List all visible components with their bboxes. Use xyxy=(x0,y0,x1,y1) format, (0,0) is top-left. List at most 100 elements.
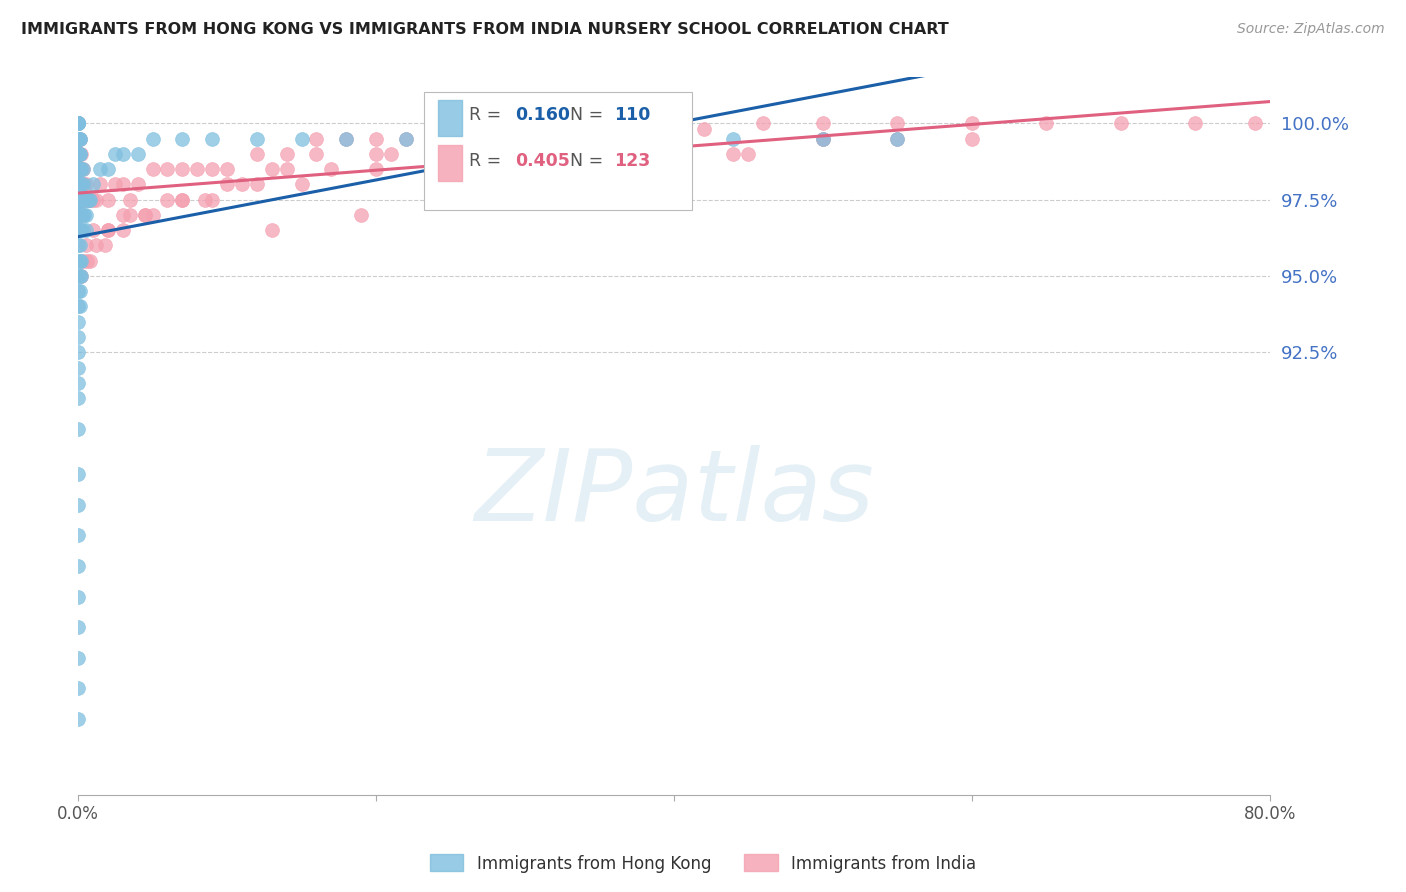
Point xyxy=(67,162,90,177)
Point xyxy=(67,193,90,207)
Text: Source: ZipAtlas.com: Source: ZipAtlas.com xyxy=(1237,22,1385,37)
Point xyxy=(633,122,655,136)
Point xyxy=(72,178,94,192)
FancyBboxPatch shape xyxy=(439,100,461,136)
Point xyxy=(75,208,97,222)
Point xyxy=(69,193,91,207)
Point xyxy=(811,131,834,145)
Point xyxy=(67,146,90,161)
Point xyxy=(67,162,90,177)
Point xyxy=(70,162,93,177)
Point xyxy=(335,131,357,145)
Point xyxy=(82,193,104,207)
Point xyxy=(67,559,90,574)
Point xyxy=(67,116,90,130)
Point xyxy=(260,162,283,177)
Point xyxy=(69,300,91,314)
Point xyxy=(811,131,834,145)
Point xyxy=(84,193,107,207)
Point xyxy=(72,193,94,207)
Point xyxy=(67,116,90,130)
Point xyxy=(246,178,269,192)
Point xyxy=(67,528,90,542)
Point xyxy=(89,178,111,192)
Point xyxy=(67,208,90,222)
Point xyxy=(142,162,165,177)
Point xyxy=(215,178,238,192)
Point xyxy=(69,146,91,161)
Point xyxy=(69,162,91,177)
Point xyxy=(439,131,461,145)
Point xyxy=(72,253,94,268)
Point xyxy=(67,116,90,130)
Point xyxy=(111,146,134,161)
Point xyxy=(67,422,90,436)
Point xyxy=(811,131,834,145)
Point xyxy=(67,116,90,130)
Point xyxy=(72,223,94,237)
Point xyxy=(752,116,775,130)
Point xyxy=(186,162,208,177)
Point xyxy=(67,116,90,130)
Point xyxy=(69,178,91,192)
Point xyxy=(201,162,224,177)
Point xyxy=(97,193,120,207)
Point xyxy=(513,131,536,145)
Point xyxy=(350,208,373,222)
Point xyxy=(67,131,90,145)
Point xyxy=(67,178,90,192)
Point xyxy=(97,223,120,237)
FancyBboxPatch shape xyxy=(439,145,461,181)
Point xyxy=(69,162,91,177)
Point xyxy=(364,162,387,177)
Point xyxy=(97,223,120,237)
Point xyxy=(67,131,90,145)
Point xyxy=(67,268,90,283)
Point xyxy=(67,162,90,177)
Point xyxy=(67,146,90,161)
Point xyxy=(886,116,908,130)
Point xyxy=(201,193,224,207)
Point xyxy=(67,315,90,329)
Point xyxy=(529,131,551,145)
Point xyxy=(69,223,91,237)
Point xyxy=(70,268,93,283)
Text: ZIPatlas: ZIPatlas xyxy=(474,445,875,542)
Point xyxy=(67,467,90,482)
Point xyxy=(260,223,283,237)
Point xyxy=(470,131,492,145)
Point xyxy=(142,131,165,145)
Point xyxy=(76,253,98,268)
Point xyxy=(120,208,142,222)
Point xyxy=(69,146,91,161)
Point xyxy=(69,223,91,237)
Point xyxy=(276,146,298,161)
Point xyxy=(67,208,90,222)
Point xyxy=(73,193,96,207)
Point xyxy=(395,131,418,145)
Point xyxy=(67,193,90,207)
Point xyxy=(69,284,91,298)
Point xyxy=(67,116,90,130)
Point xyxy=(75,223,97,237)
Text: 110: 110 xyxy=(614,106,651,125)
Point xyxy=(67,116,90,130)
Point xyxy=(77,193,100,207)
Point xyxy=(67,330,90,344)
Point xyxy=(70,146,93,161)
Point xyxy=(67,360,90,375)
Point xyxy=(67,146,90,161)
Point xyxy=(67,345,90,359)
Point xyxy=(67,253,90,268)
Point xyxy=(127,146,149,161)
Point xyxy=(111,208,134,222)
Point xyxy=(513,162,536,177)
Point xyxy=(67,284,90,298)
Point xyxy=(172,193,194,207)
Text: N =: N = xyxy=(571,106,603,125)
Point xyxy=(127,178,149,192)
Point xyxy=(439,162,461,177)
Point xyxy=(1184,116,1206,130)
Text: N =: N = xyxy=(571,153,603,170)
Point xyxy=(84,238,107,252)
